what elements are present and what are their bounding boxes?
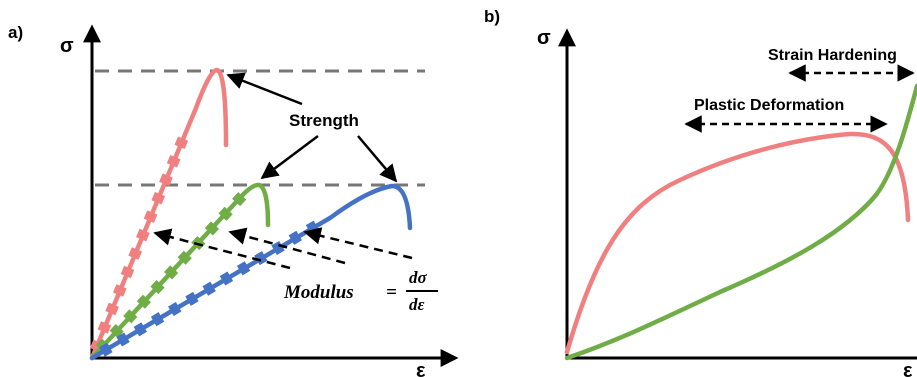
modulus-label: Modulus: [283, 282, 354, 303]
panel-b: b) σ ε Strain Hardening Plastic Deformat…: [484, 7, 917, 377]
strength-label: Strength: [289, 111, 359, 130]
plastic-deformation-label: Plastic Deformation: [694, 97, 844, 114]
green-curve-b: [564, 83, 917, 361]
green-curve: [89, 182, 271, 361]
panel-b-y-axis-label: σ: [537, 27, 551, 49]
modulus-arrow-blue: [303, 227, 413, 260]
modulus-denominator: dε: [409, 295, 425, 314]
panel-a: a) σ ε Strength Modulus = dσ dε: [8, 23, 459, 377]
modulus-arrow-green: [228, 227, 346, 265]
panel-a-x-axis-label: ε: [416, 360, 426, 377]
panel-b-label: b): [484, 7, 500, 26]
panel-a-y-axis-label: σ: [60, 35, 74, 57]
panel-a-label: a): [8, 23, 23, 42]
green-modulus-marker: [95, 191, 248, 353]
blue-curve: [89, 183, 413, 361]
modulus-arrow-red: [153, 228, 291, 270]
red-curve: [89, 67, 229, 361]
strength-arrow-red: [226, 72, 303, 106]
modulus-numerator: dσ: [409, 268, 428, 287]
red-curve-b: [564, 131, 911, 355]
strength-arrow-blue: [357, 135, 398, 183]
panel-b-x-axis-label: ε: [903, 360, 913, 377]
strength-arrow-green: [260, 135, 319, 180]
strain-hardening-label: Strain Hardening: [768, 47, 897, 64]
modulus-equals: =: [386, 282, 397, 303]
blue-modulus-marker: [99, 217, 325, 357]
